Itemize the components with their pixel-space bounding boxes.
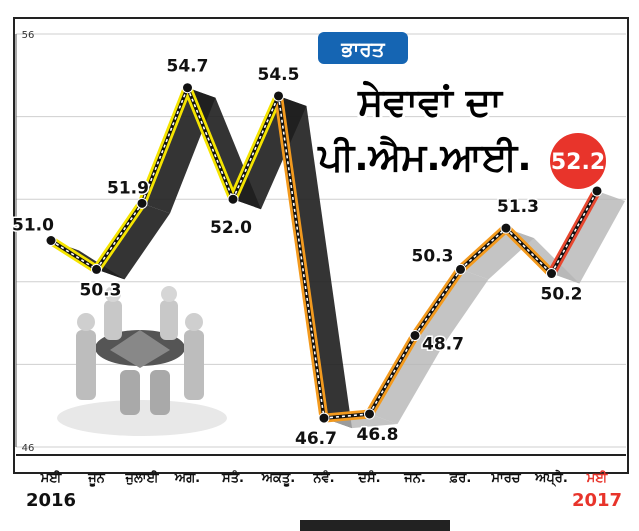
series-dash-line	[186, 87, 234, 200]
series-lines	[46, 83, 602, 423]
x-tick-label: ਅਕਤੂ.	[261, 471, 295, 487]
data-point	[500, 222, 512, 234]
shadow-segment	[96, 203, 170, 280]
series-dash-line	[95, 202, 143, 270]
data-point	[409, 329, 421, 341]
chart-title-line2: ਪੀ.ਐਮ.ਆਈ.	[317, 134, 531, 179]
shadow-ribbon	[51, 87, 625, 429]
year-start: 2016	[26, 490, 76, 511]
shadow-segment	[551, 190, 625, 284]
data-point	[227, 193, 239, 205]
title-tag-bg	[318, 32, 408, 64]
x-tick-label: ਅਗ.	[174, 471, 200, 486]
data-point	[91, 263, 102, 275]
data-point	[136, 197, 148, 209]
value-label: 50.3	[80, 280, 122, 300]
data-point	[318, 412, 330, 424]
series-dash-line	[459, 227, 507, 271]
people-puzzle-illustration	[57, 286, 227, 436]
data-points	[45, 82, 603, 424]
x-tick-label: ਮਈ	[40, 470, 63, 486]
x-tick-label: ਸਤੰ.	[221, 469, 244, 486]
value-label: 48.7	[422, 334, 464, 354]
shadow-segment	[369, 335, 443, 424]
data-point	[546, 268, 557, 280]
x-tick-label: ਜੂਨ	[87, 471, 105, 487]
series-dash-line	[505, 227, 553, 275]
value-label: 46.7	[295, 429, 337, 449]
series-inner-line	[367, 333, 417, 416]
data-point	[591, 185, 603, 197]
series-dash-line	[232, 95, 280, 200]
x-tick-label: ਅਪ੍ਰੈ.	[534, 469, 568, 487]
data-point	[364, 408, 375, 420]
grid	[15, 33, 626, 456]
series-dash-line	[550, 190, 598, 274]
value-label: 51.9	[107, 178, 149, 198]
title-tag: ਭਾਰਤ	[340, 37, 385, 61]
value-label: 51.3	[497, 197, 539, 217]
chart-title-line1: ਸੇਵਾਵਾਂ ਦਾ	[357, 80, 504, 124]
series-dash-line	[277, 95, 325, 419]
value-label: 50.2	[541, 285, 583, 305]
value-label: 46.8	[357, 425, 399, 445]
value-label: 52.2	[551, 150, 605, 175]
y-tick-label: 46	[22, 443, 35, 454]
shadow-segment	[278, 95, 352, 429]
data-point	[455, 263, 466, 275]
data-point	[45, 235, 57, 246]
shadow-segment	[415, 269, 489, 346]
value-label: 50.3	[412, 246, 454, 266]
x-tick-label: ਮਾਰਚ	[490, 471, 521, 486]
value-label: 51.0	[12, 216, 54, 236]
series-dash-line	[414, 268, 462, 336]
chart-frame	[13, 17, 629, 474]
x-tick-labels: ਮਈ ਜੂਨ ਜੁਲਾਈ ਅਗ. ਸਤੰ. ਅਕਤੂ. ਨਵੰ. ਦਸੰ. ਜਨ. ਫ਼ਰ. ਮਾਰ…	[40, 469, 609, 487]
highlight-circle	[550, 133, 606, 189]
x-tick-label: ਜੁਲਾਈ	[124, 470, 159, 486]
value-label: 54.5	[258, 65, 300, 85]
y-tick-labels: 56 46	[22, 30, 35, 454]
x-tick-label: ਦਸੰ.	[357, 469, 380, 486]
y-tick-label: 56	[22, 30, 35, 41]
data-point	[273, 90, 284, 102]
series-dash-line	[141, 87, 189, 204]
value-labels: 51.0 50.3 51.9 54.7 52.0 54.5 46.7 46.8 48.7 50.3…	[11, 55, 606, 451]
x-tick-label: ਜਨ.	[403, 471, 426, 486]
data-point	[182, 82, 193, 94]
x-tick-label: ਫ਼ਰ.	[449, 471, 472, 486]
series-dash-line	[50, 239, 97, 271]
series-dash-line	[323, 413, 370, 419]
x-tick-label: ਨਵੰ.	[312, 469, 334, 486]
x-tick-label: ਮਈ	[586, 470, 609, 486]
value-label: 52.0	[210, 218, 252, 238]
value-label: 54.7	[167, 57, 209, 77]
year-end: 2017	[572, 490, 622, 511]
